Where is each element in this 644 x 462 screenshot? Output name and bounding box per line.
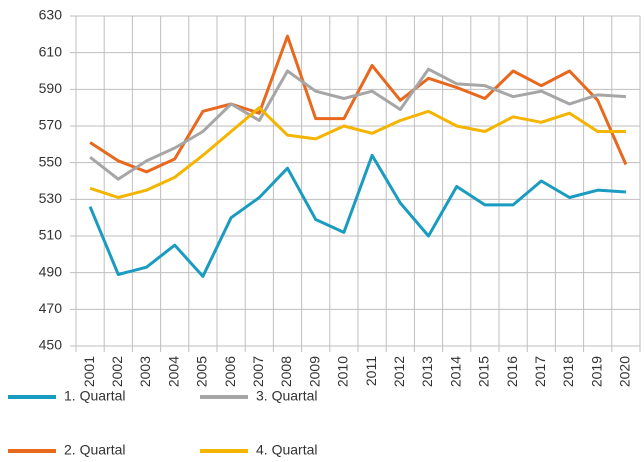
x-tick-label: 2010 [335, 356, 351, 387]
x-tick-label: 2002 [109, 356, 125, 387]
y-tick-label: 610 [39, 43, 63, 59]
legend-label: 1. Quartal [64, 388, 125, 404]
y-tick-label: 450 [39, 337, 63, 353]
x-tick-label: 2007 [250, 356, 266, 387]
x-tick-label: 2018 [560, 356, 576, 387]
x-tick-label: 2011 [363, 356, 379, 386]
y-tick-label: 490 [39, 263, 63, 279]
y-tick-label: 570 [39, 117, 63, 133]
x-tick-label: 2017 [532, 356, 548, 387]
x-tick-label: 2006 [222, 356, 238, 387]
y-tick-label: 470 [39, 300, 63, 316]
line-series [88, 153, 626, 278]
x-tick-label: 2016 [504, 356, 520, 387]
x-tick-label: 2013 [419, 356, 435, 387]
x-tick-label: 2020 [617, 356, 633, 387]
y-tick-label: 530 [39, 190, 63, 206]
x-tick-label: 2003 [137, 356, 153, 387]
x-tick-label: 2015 [476, 356, 492, 387]
line-series [89, 106, 626, 199]
x-tick-label: 2009 [306, 356, 322, 387]
x-tick-label: 2014 [447, 356, 463, 387]
x-tick-label: 2008 [278, 356, 294, 387]
x-tick-label: 2001 [81, 356, 97, 387]
x-tick-label: 2019 [588, 356, 604, 387]
legend-label: 4. Quartal [256, 442, 317, 458]
line-series [89, 34, 628, 174]
line-series [89, 67, 626, 181]
x-tick-label: 2005 [194, 356, 210, 387]
y-tick-label: 550 [39, 153, 63, 169]
legend-label: 2. Quartal [64, 442, 125, 458]
y-tick-label: 510 [39, 227, 63, 243]
x-tick-label: 2004 [165, 356, 181, 387]
y-tick-label: 590 [39, 80, 63, 96]
legend-label: 3. Quartal [256, 388, 317, 404]
x-tick-label: 2012 [391, 356, 407, 387]
y-tick-label: 630 [39, 7, 63, 23]
